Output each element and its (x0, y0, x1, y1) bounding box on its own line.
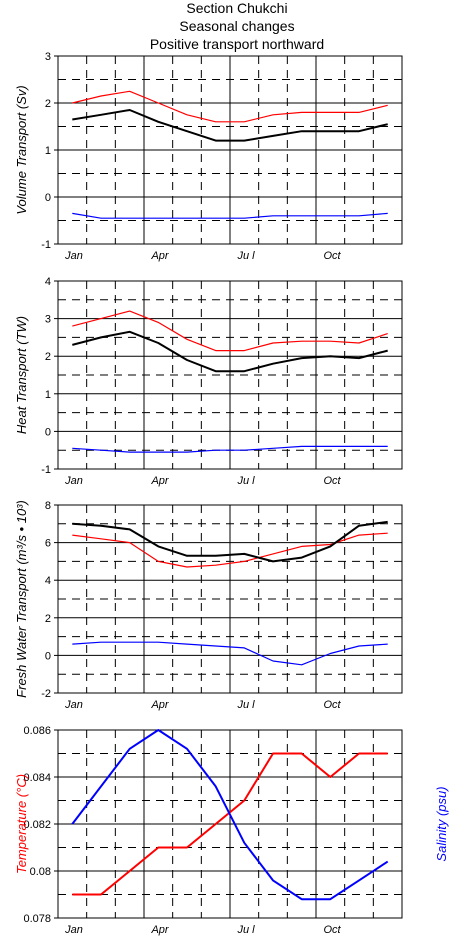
y-tick-label: 6 (45, 538, 51, 550)
x-tick-label: Jan (64, 475, 83, 487)
series-line (72, 520, 388, 563)
x-tick-label: Apr (150, 699, 169, 711)
series-line (72, 330, 388, 373)
y-tick-label: -1 (41, 464, 51, 476)
y-axis-label-right: Salinity (psu) (434, 786, 449, 861)
y-tick-label: 0 (45, 426, 51, 438)
x-tick-label: Jan (64, 924, 83, 936)
y-tick-label: 4 (45, 575, 51, 587)
x-tick-label: Ju l (236, 250, 255, 262)
y-tick-label: -2 (41, 688, 51, 700)
x-tick-label: Apr (150, 250, 169, 262)
y-tick-label: 2 (45, 351, 51, 363)
y-tick-label: 0.086 (23, 725, 51, 737)
series-line (72, 310, 388, 352)
x-tick-label: Oct (323, 250, 341, 262)
y-tick-label: 3 (45, 314, 51, 326)
x-tick-label: Ju l (236, 475, 255, 487)
x-tick-label: Oct (323, 475, 341, 487)
x-tick-label: Ju l (236, 924, 255, 936)
series-line (72, 90, 388, 123)
chart-title-line-1: Section Chukchi (186, 0, 288, 16)
y-tick-label: 2 (45, 613, 51, 625)
y-axis-label: Fresh Water Transport (m³/s • 10³) (14, 500, 29, 698)
series-line (72, 445, 388, 453)
y-tick-label: 1 (45, 389, 51, 401)
series-line (72, 212, 388, 219)
y-tick-label: 0 (45, 192, 51, 204)
y-tick-label: 0.08 (30, 866, 51, 878)
x-tick-label: Apr (150, 475, 169, 487)
y-axis-label: Volume Transport (Sv) (14, 85, 29, 214)
y-tick-label: 3 (45, 51, 51, 63)
y-tick-label: 1 (45, 145, 51, 157)
x-tick-label: Jan (64, 250, 83, 262)
chart-title-line-3: Positive transport northward (149, 36, 325, 52)
y-tick-label: -1 (41, 239, 51, 251)
series-line (72, 641, 388, 666)
y-tick-label: 4 (45, 276, 51, 288)
y-axis-label: Heat Transport (TW) (14, 316, 29, 434)
y-axis-label: Temperature (°C) (14, 774, 29, 874)
y-tick-label: 2 (45, 98, 51, 110)
x-tick-label: Oct (323, 699, 341, 711)
x-tick-label: Apr (150, 924, 169, 936)
series-line (71, 729, 389, 901)
y-tick-label: 0.084 (23, 772, 51, 784)
x-tick-label: Jan (64, 699, 83, 711)
chart-title-line-2: Seasonal changes (179, 18, 295, 34)
y-tick-label: 8 (45, 500, 51, 512)
y-tick-label: 0 (45, 650, 51, 662)
y-tick-label: 0.082 (23, 819, 51, 831)
x-tick-label: Ju l (236, 699, 255, 711)
series-line (72, 752, 388, 896)
series-line (72, 109, 388, 142)
x-tick-label: Oct (323, 924, 341, 936)
y-tick-label: 0.078 (23, 913, 51, 925)
